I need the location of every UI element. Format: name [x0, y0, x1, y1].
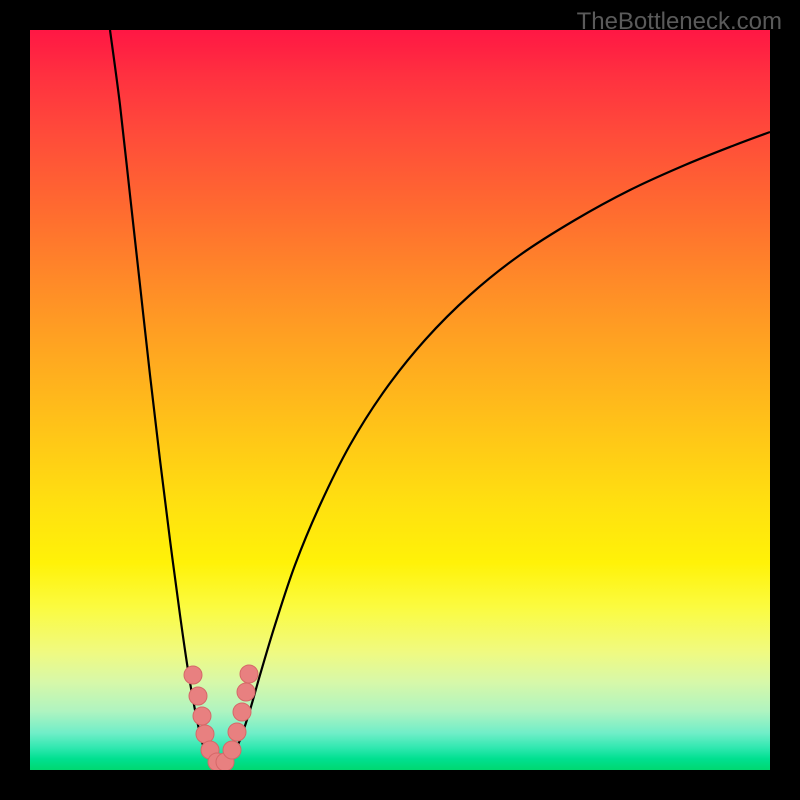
chart-container: TheBottleneck.com: [0, 0, 800, 800]
marker-point: [223, 741, 241, 759]
marker-point: [184, 666, 202, 684]
marker-point: [196, 725, 214, 743]
watermark-text: TheBottleneck.com: [577, 8, 782, 36]
marker-point: [193, 707, 211, 725]
marker-group: [184, 665, 258, 770]
marker-point: [228, 723, 246, 741]
chart-svg: [30, 30, 770, 770]
marker-point: [189, 687, 207, 705]
marker-point: [233, 703, 251, 721]
marker-point: [237, 683, 255, 701]
curve-left-branch: [110, 30, 220, 770]
curve-right-branch: [220, 132, 770, 770]
marker-point: [240, 665, 258, 683]
